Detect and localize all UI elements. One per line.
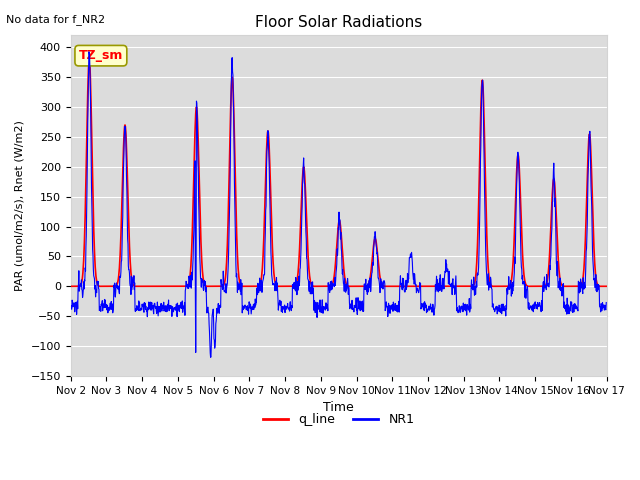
Text: No data for f_NR2: No data for f_NR2 bbox=[6, 14, 106, 25]
Legend: q_line, NR1: q_line, NR1 bbox=[258, 408, 419, 431]
Text: TZ_sm: TZ_sm bbox=[79, 49, 123, 62]
Title: Floor Solar Radiations: Floor Solar Radiations bbox=[255, 15, 422, 30]
X-axis label: Time: Time bbox=[323, 401, 354, 414]
Y-axis label: PAR (umol/m2/s), Rnet (W/m2): PAR (umol/m2/s), Rnet (W/m2) bbox=[15, 120, 25, 291]
